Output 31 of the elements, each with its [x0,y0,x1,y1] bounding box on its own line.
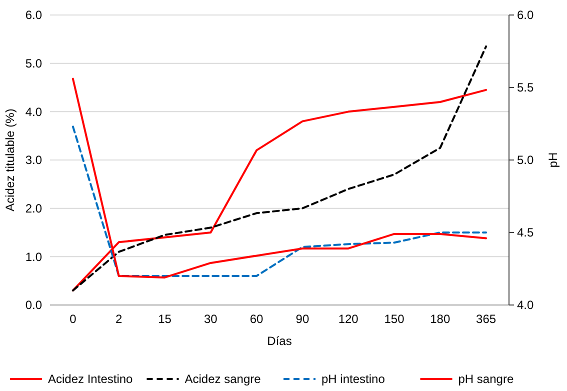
x-tick-label: 90 [296,312,310,326]
legend-label: Acidez sangre [184,372,262,386]
y-tick-label: 2.0 [25,202,42,216]
y-axis-title: Acidez titulable (%) [3,108,17,212]
y2-tick-label: 4.5 [517,226,534,240]
x-tick-label: 30 [204,312,218,326]
y-tick-label: 5.0 [25,56,42,71]
x-tick-label: 365 [476,312,496,326]
x-tick-label: 120 [338,312,359,326]
x-tick-label: 180 [430,312,450,326]
x-axis-title: Días [267,334,292,348]
x-tick-label: 15 [158,312,172,326]
y-tick-label: 4.0 [25,104,42,119]
legend-label: pH sangre [458,372,514,386]
x-tick-label: 60 [250,312,264,326]
line-series [72,126,488,277]
x-tick-label: 0 [70,312,77,326]
y2-tick-label: 4.0 [517,298,534,312]
x-tick-label: 150 [384,312,405,326]
line-series [72,45,488,292]
y2-tick-label: 5.0 [517,153,534,168]
x-tick-label: 2 [116,312,123,326]
y-tick-label: 1.0 [25,250,42,264]
y-tick-label: 6.0 [25,8,42,22]
legend-label: pH intestino [322,372,386,386]
y-tick-label: 0.0 [25,298,42,312]
y2-axis-title: pH [546,152,560,168]
y2-tick-label: 6.0 [517,8,534,22]
y2-tick-label: 5.5 [517,80,534,95]
legend-label: Acidez Intestino [48,372,134,386]
y-tick-label: 3.0 [25,153,42,168]
